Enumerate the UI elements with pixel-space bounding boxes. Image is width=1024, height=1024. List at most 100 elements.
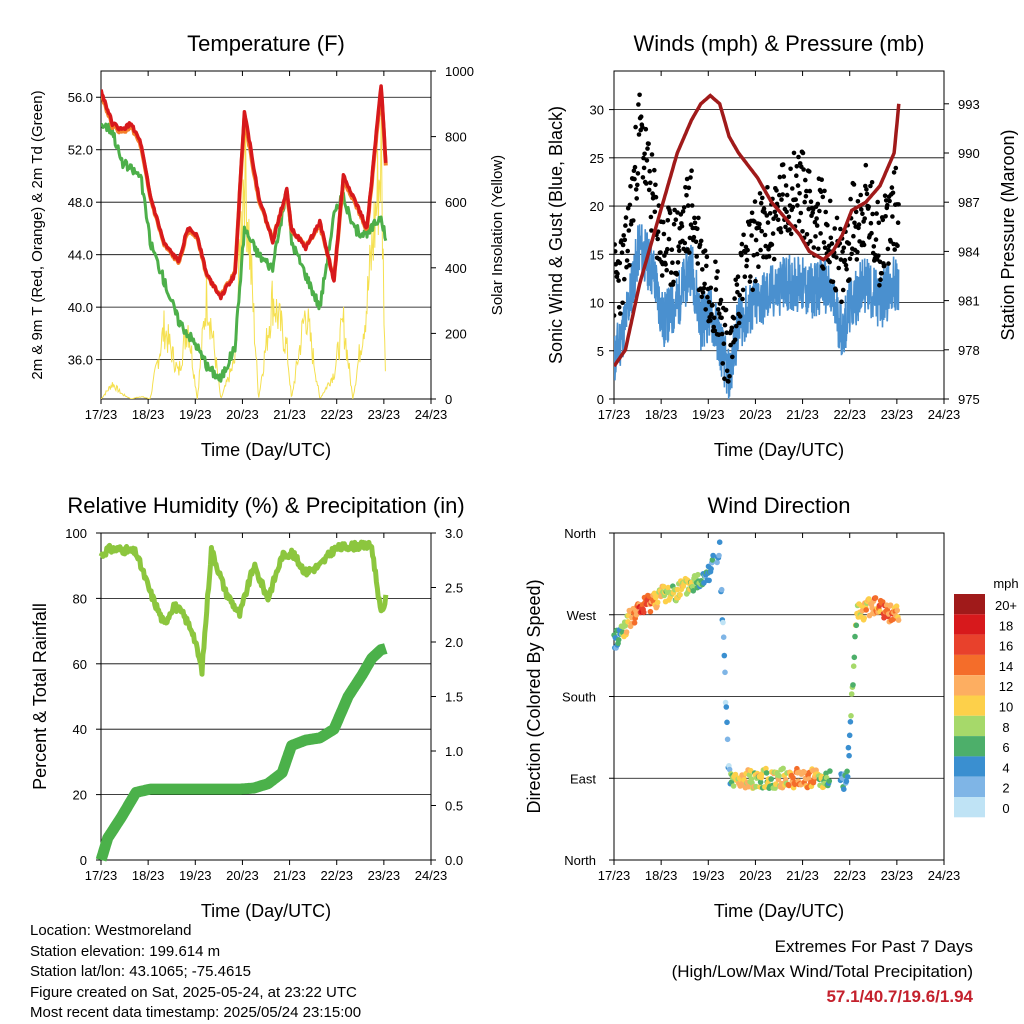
- y2-tick-label: 1.0: [445, 744, 463, 759]
- gust-point: [788, 231, 794, 237]
- gust-point: [663, 262, 668, 267]
- direction-point: [846, 732, 853, 739]
- gust-point: [858, 192, 863, 198]
- gust-point: [756, 225, 762, 230]
- gust-point: [643, 126, 649, 132]
- gust-point: [698, 238, 704, 244]
- gust-point: [623, 215, 629, 220]
- gust-point: [695, 261, 701, 266]
- gust-point: [895, 243, 900, 249]
- gust-point: [847, 277, 852, 282]
- gust-point: [852, 220, 857, 226]
- gust-point: [808, 239, 813, 244]
- gust-point: [868, 183, 873, 189]
- gust-point: [697, 242, 703, 247]
- gust-point: [797, 191, 802, 196]
- gust-point: [757, 191, 763, 196]
- x-tick-label: 17/23: [85, 868, 118, 883]
- gust-point: [614, 242, 617, 247]
- x-tick-label: 20/23: [226, 868, 259, 883]
- y-axis-label: Direction (Colored By Speed): [524, 579, 544, 813]
- direction-point: [763, 770, 770, 776]
- gust-point: [689, 168, 694, 173]
- legend-swatch: [954, 634, 985, 655]
- direction-point: [790, 775, 796, 781]
- x-tick-label: 21/23: [273, 407, 306, 422]
- x-tick-label: 24/23: [415, 868, 448, 883]
- y2-tick-label: 3.0: [445, 526, 463, 541]
- gust-point: [656, 203, 662, 208]
- gust-point: [876, 253, 881, 258]
- gust-point: [804, 232, 810, 237]
- gust-point: [717, 301, 723, 306]
- gust-point: [625, 248, 630, 254]
- gust-point: [778, 226, 783, 231]
- direction-point: [841, 786, 847, 792]
- gust-point: [822, 188, 827, 194]
- direction-point: [732, 771, 739, 778]
- gust-point: [681, 205, 687, 210]
- gust-point: [756, 264, 761, 270]
- direction-point: [786, 782, 792, 789]
- gust-point: [796, 218, 802, 224]
- gust-point: [700, 267, 705, 272]
- y-tick-label: 80: [73, 591, 87, 606]
- gust-point: [790, 204, 796, 210]
- gust-point: [658, 250, 663, 255]
- gust-point: [774, 188, 779, 193]
- gust-point: [844, 266, 849, 272]
- gust-point: [695, 226, 700, 232]
- gust-point: [859, 207, 864, 212]
- direction-point: [730, 783, 737, 789]
- x-axis-label: Time (Day/UTC): [714, 440, 844, 460]
- direction-point: [622, 623, 629, 629]
- direction-point: [851, 654, 858, 661]
- x-tick-label: 23/23: [368, 407, 401, 422]
- direction-point: [853, 622, 860, 629]
- gust-point: [793, 197, 798, 202]
- gust-point: [724, 330, 729, 336]
- y2-axis-label: Solar Insolation (Yellow): [489, 155, 506, 315]
- legend-swatch: [954, 695, 985, 716]
- gust-point: [816, 246, 821, 252]
- y2-tick-label: 2.0: [445, 635, 463, 650]
- extremes-subtitle: (High/Low/Max Wind/Total Precipitation): [671, 962, 973, 981]
- legend-swatch: [954, 797, 985, 818]
- y-axis-label: 2m & 9m T (Red, Orange) & 2m Td (Green): [29, 90, 46, 379]
- y2-tick-label: 1.5: [445, 690, 463, 705]
- gust-point: [861, 242, 867, 248]
- gust-point: [713, 287, 719, 292]
- gust-point: [759, 228, 764, 234]
- gust-point: [864, 187, 869, 192]
- gust-point: [676, 248, 682, 253]
- gust-point: [830, 279, 836, 285]
- gust-point: [723, 307, 729, 313]
- x-tick-label: 22/23: [320, 407, 353, 422]
- gust-point: [790, 186, 795, 191]
- gust-point: [827, 198, 833, 204]
- gust-point: [633, 187, 639, 192]
- gust-point: [730, 354, 735, 360]
- direction-point: [709, 557, 716, 563]
- gust-point: [742, 274, 748, 280]
- gust-point: [856, 222, 862, 227]
- direction-point: [846, 752, 852, 759]
- y-tick-label: 60: [73, 657, 87, 672]
- legend-label: 8: [1002, 720, 1009, 735]
- direction-point: [724, 719, 730, 726]
- gust-point: [748, 274, 753, 279]
- gust-point: [747, 279, 753, 284]
- gust-point: [814, 216, 819, 221]
- gust-point: [883, 198, 889, 203]
- x-tick-label: 22/23: [833, 868, 866, 883]
- gust-point: [825, 222, 830, 228]
- gust-point: [882, 263, 887, 268]
- gust-point: [744, 263, 749, 269]
- gust-point: [708, 318, 713, 323]
- gust-point: [744, 257, 750, 263]
- series-solar-insolation: [101, 113, 386, 399]
- gust-point: [747, 222, 752, 227]
- gust-point: [760, 195, 765, 201]
- direction-point: [716, 539, 723, 545]
- y-tick-label: East: [570, 771, 596, 786]
